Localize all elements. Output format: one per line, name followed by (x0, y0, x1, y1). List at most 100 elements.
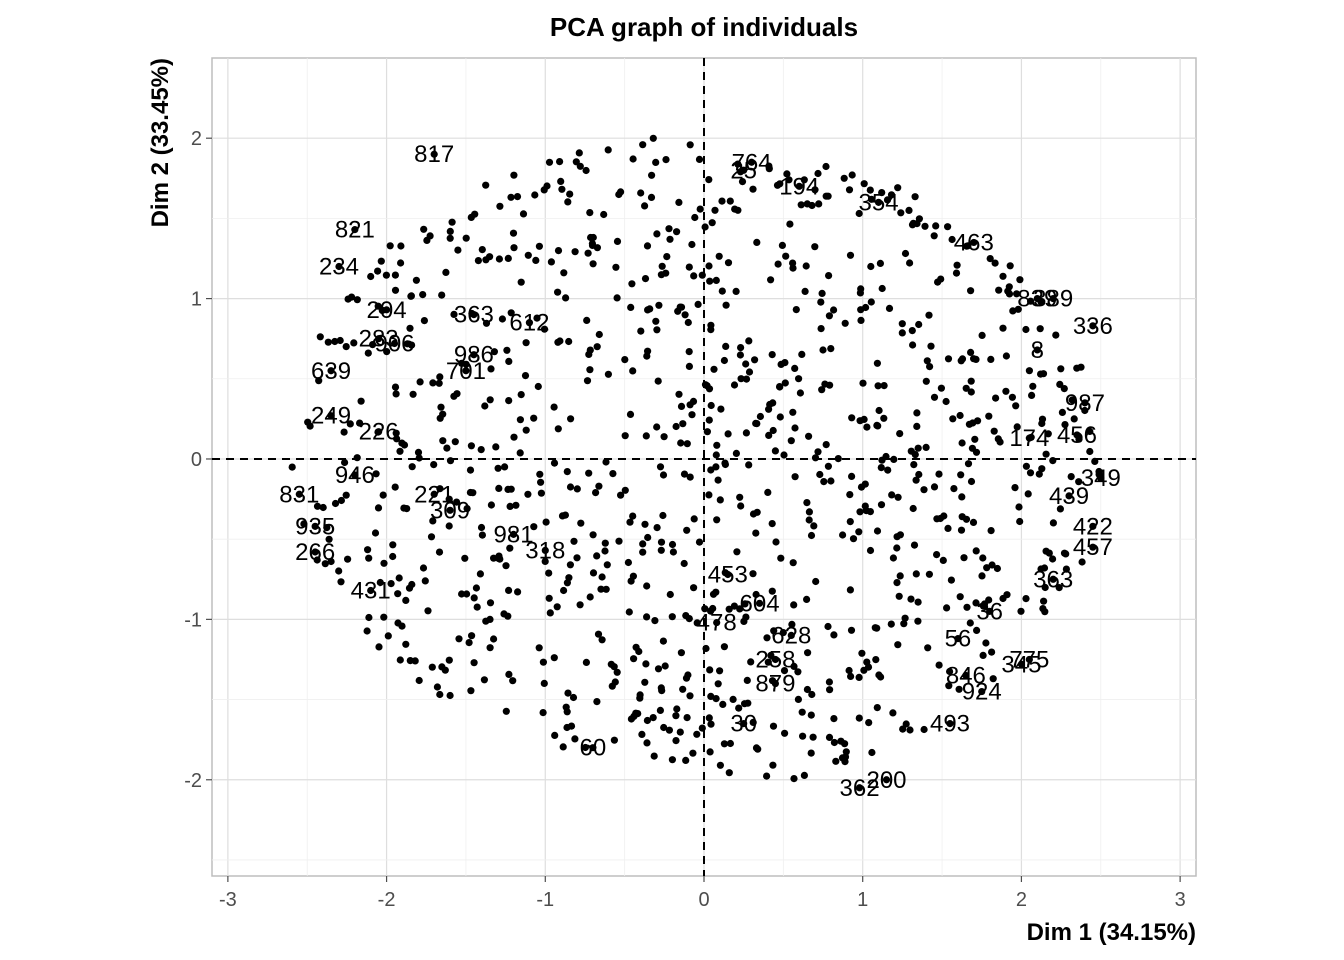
data-point (437, 403, 445, 411)
data-point (906, 259, 914, 267)
data-point (724, 430, 732, 438)
labeled-point (1033, 294, 1041, 303)
labeled-point (351, 471, 359, 479)
data-point (507, 485, 515, 493)
data-point (1061, 421, 1069, 429)
data-point (811, 454, 820, 462)
data-point (602, 585, 610, 593)
data-point (624, 558, 633, 567)
data-point (772, 538, 780, 546)
data-point (615, 537, 623, 545)
data-point (535, 242, 544, 250)
labeled-point (713, 618, 721, 627)
point-label: 8 (1031, 337, 1044, 364)
data-point (825, 678, 834, 686)
data-point (563, 723, 571, 732)
data-point (729, 695, 737, 704)
data-point (713, 441, 721, 449)
labeled-point (367, 586, 375, 595)
point-label: 318 (525, 537, 565, 564)
data-point (629, 155, 637, 163)
data-point (967, 348, 975, 356)
labeled-point (525, 319, 534, 327)
data-point (363, 627, 371, 635)
data-point (731, 205, 739, 213)
data-point (438, 291, 446, 299)
data-point (1070, 415, 1078, 423)
data-point (896, 531, 905, 539)
data-point (436, 690, 444, 699)
data-point (507, 309, 515, 317)
data-point (653, 423, 661, 431)
data-point (652, 158, 660, 166)
data-point (925, 311, 933, 319)
data-point (798, 708, 806, 716)
labeled-point (874, 198, 883, 206)
data-point (677, 402, 686, 410)
data-point (621, 356, 629, 364)
data-point (496, 555, 504, 563)
point-label: 309 (430, 497, 470, 524)
data-point (651, 617, 659, 625)
data-point (776, 413, 784, 421)
data-point (414, 448, 423, 456)
data-point (958, 439, 966, 447)
data-point (910, 461, 918, 469)
data-point (855, 673, 863, 682)
point-label: 906 (374, 330, 414, 357)
data-point (392, 390, 400, 398)
data-point (540, 325, 549, 333)
data-point (1086, 427, 1094, 435)
data-point (909, 504, 917, 513)
data-point (572, 158, 580, 166)
data-point (560, 586, 568, 595)
data-point (712, 588, 720, 596)
point-label: 986 (454, 342, 494, 369)
data-point (815, 200, 823, 208)
data-point (593, 552, 601, 560)
data-point (799, 732, 807, 740)
data-point (468, 632, 476, 640)
data-point (866, 546, 875, 555)
data-point (935, 470, 943, 478)
labeled-point (954, 635, 962, 643)
data-point (930, 483, 939, 491)
data-point (391, 286, 400, 294)
labeled-point (986, 607, 994, 615)
data-point (979, 651, 987, 660)
data-point (724, 259, 733, 267)
data-point (1068, 396, 1076, 404)
data-point (428, 663, 436, 671)
point-label: 821 (335, 217, 375, 244)
data-point (846, 251, 855, 259)
data-point (477, 523, 486, 532)
data-point (791, 424, 799, 432)
data-point (482, 319, 491, 327)
data-point (327, 557, 335, 566)
data-point (824, 622, 832, 631)
data-point (575, 149, 583, 157)
data-point (589, 260, 597, 268)
data-point (705, 416, 713, 424)
data-point (874, 382, 882, 390)
data-point (331, 337, 339, 346)
data-point (389, 541, 397, 549)
point-label: 363 (454, 302, 494, 329)
data-point (558, 185, 566, 193)
data-point (937, 275, 945, 283)
data-point (1025, 367, 1033, 375)
data-point (991, 259, 999, 267)
data-point (407, 292, 415, 300)
data-point (581, 743, 590, 752)
data-point (808, 201, 816, 210)
data-point (893, 544, 901, 552)
data-point (705, 176, 713, 184)
data-point (1060, 385, 1068, 393)
data-point (621, 486, 629, 494)
data-point (947, 576, 956, 584)
data-point (950, 485, 958, 493)
data-point (893, 579, 901, 587)
data-point (654, 377, 662, 385)
data-point (837, 737, 845, 745)
data-point (809, 733, 817, 741)
